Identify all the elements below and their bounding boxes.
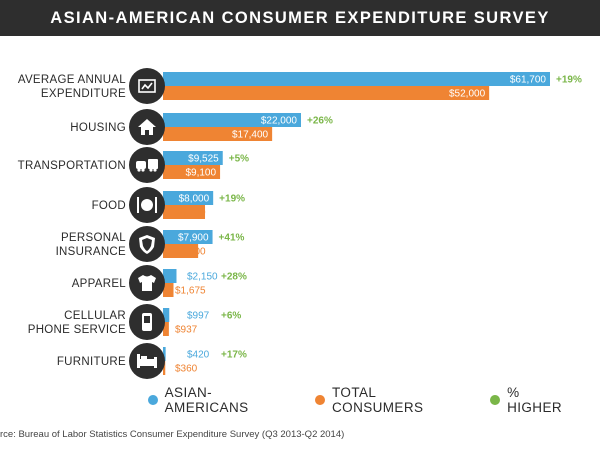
percent-higher-label: +19%	[556, 75, 582, 86]
legend-dot-asian	[148, 395, 158, 405]
category-label: CELLULAR PHONE SERVICE	[28, 310, 126, 336]
percent-higher-label: +19%	[219, 194, 245, 205]
bar-asian	[163, 191, 214, 205]
percent-higher-label: +26%	[307, 116, 333, 127]
percent-higher-label: +41%	[219, 233, 245, 244]
value-label-total: $9,100	[185, 168, 216, 179]
percent-higher-label: +28%	[221, 272, 247, 283]
legend-label-higher: % HIGHER	[507, 385, 562, 415]
bar-total	[163, 361, 166, 375]
category-label: PERSONAL INSURANCE	[56, 232, 127, 258]
legend-item-higher: % HIGHER	[490, 385, 576, 415]
shield-icon	[129, 226, 165, 262]
category-label: FURNITURE	[57, 356, 126, 368]
vehicles-icon	[129, 147, 165, 183]
value-label-total: $6,700	[175, 208, 206, 219]
bar-asian	[163, 113, 301, 127]
bar-total	[163, 165, 221, 179]
tshirt-icon	[129, 265, 165, 301]
percent-higher-label: +6%	[221, 311, 241, 322]
category-label: FOOD	[92, 200, 126, 212]
legend-dot-higher	[490, 395, 501, 405]
legend: ASIAN-AMERICANS TOTAL CONSUMERS % HIGHER	[148, 385, 600, 415]
bar-total	[163, 86, 490, 100]
bar-total	[163, 244, 199, 258]
chart-icon	[129, 68, 165, 104]
legend-item-asian: ASIAN-AMERICANS	[148, 385, 291, 415]
value-label-asian: $2,150	[187, 272, 218, 283]
value-label-total: $1,675	[175, 286, 206, 297]
value-label-asian: $8,000	[179, 194, 210, 205]
value-label-total: $360	[175, 364, 198, 375]
value-label-asian: $997	[187, 311, 210, 322]
legend-dot-total	[315, 395, 326, 405]
bar-asian	[163, 347, 166, 361]
category-label: AVERAGE ANNUAL EXPENDITURE	[18, 74, 126, 100]
bar-total	[163, 127, 273, 141]
phone-icon	[129, 304, 165, 340]
category-label: TRANSPORTATION	[18, 160, 126, 172]
percent-higher-label: +5%	[229, 154, 249, 165]
bar-asian	[163, 72, 550, 86]
value-label-total: $52,000	[449, 89, 486, 100]
utensils-icon	[129, 187, 165, 223]
chart-title: ASIAN-AMERICAN CONSUMER EXPENDITURE SURV…	[0, 0, 600, 36]
bar-asian	[163, 151, 223, 165]
legend-label-asian: ASIAN-AMERICANS	[164, 385, 249, 415]
percent-higher-label: +17%	[221, 350, 247, 361]
value-label-total: $5,600	[175, 247, 206, 258]
bar-chart: $61,700 $52,000 +19% AVERAGE ANNUAL EXPENDIT…	[18, 68, 582, 379]
bed-icon	[129, 343, 165, 379]
house-icon	[129, 109, 165, 145]
bar-total	[163, 322, 169, 336]
source-note: rce: Bureau of Labor Statistics Consumer…	[0, 429, 345, 440]
bar-asian	[163, 308, 170, 322]
bar-asian	[163, 269, 177, 283]
value-label-asian: $420	[187, 350, 210, 361]
category-label: APPAREL	[72, 278, 127, 290]
bar-asian	[163, 230, 213, 244]
category-label: HOUSING	[70, 122, 126, 134]
value-label-asian: $9,525	[188, 154, 219, 165]
value-label-asian: $7,900	[178, 233, 209, 244]
legend-label-total: TOTAL CONSUMERS	[332, 385, 424, 415]
value-label-asian: $61,700	[510, 75, 547, 86]
value-label-total: $937	[175, 325, 198, 336]
bar-total	[163, 283, 174, 297]
value-label-asian: $22,000	[261, 116, 298, 127]
value-label-total: $17,400	[232, 130, 269, 141]
bar-total	[163, 205, 206, 219]
legend-item-total: TOTAL CONSUMERS	[315, 385, 466, 415]
